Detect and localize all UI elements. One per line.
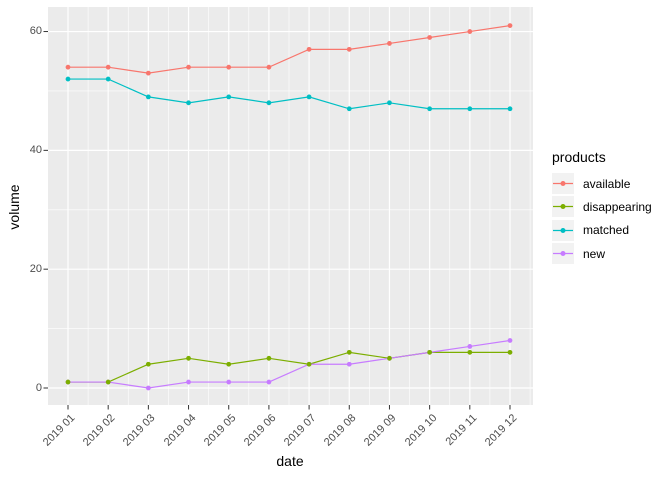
point-matched bbox=[266, 100, 272, 106]
point-disappearing bbox=[346, 349, 352, 355]
point-matched bbox=[306, 94, 312, 100]
point-disappearing bbox=[145, 361, 151, 367]
point-new bbox=[226, 379, 232, 385]
point-disappearing bbox=[186, 355, 191, 361]
y-tick-label: 20 bbox=[29, 262, 42, 275]
point-disappearing bbox=[427, 349, 433, 355]
y-axis-title: volume bbox=[6, 184, 22, 230]
y-tick-label: 0 bbox=[35, 381, 42, 394]
point-matched bbox=[427, 106, 433, 112]
line-available bbox=[68, 25, 511, 74]
point-available bbox=[145, 70, 151, 76]
point-available bbox=[65, 64, 71, 70]
point-new bbox=[507, 338, 513, 343]
point-matched bbox=[145, 94, 151, 100]
legend-label: available bbox=[583, 176, 631, 191]
point-available bbox=[306, 46, 312, 52]
point-available bbox=[266, 64, 272, 70]
point-available bbox=[427, 35, 433, 40]
legend-key-icon bbox=[552, 219, 574, 241]
legend-label: matched bbox=[583, 223, 630, 238]
point-available bbox=[507, 23, 513, 28]
plot-panel bbox=[48, 7, 533, 405]
legend-label: new bbox=[583, 246, 606, 261]
point-matched bbox=[186, 100, 191, 106]
point-matched bbox=[65, 76, 71, 82]
point-available bbox=[467, 29, 473, 34]
point-disappearing bbox=[266, 355, 272, 361]
point-new bbox=[467, 344, 473, 349]
point-available bbox=[186, 64, 191, 70]
line-matched bbox=[68, 78, 510, 110]
point-available bbox=[226, 64, 232, 70]
legend: products available disappearing matched new bbox=[552, 149, 670, 265]
point-available bbox=[105, 64, 111, 70]
legend-items: available disappearing matched new bbox=[552, 172, 670, 265]
point-new bbox=[266, 379, 272, 385]
point-disappearing bbox=[507, 349, 513, 355]
x-axis-title: date bbox=[276, 453, 304, 469]
line-new bbox=[68, 339, 511, 389]
point-matched bbox=[467, 106, 473, 112]
legend-item-disappearing: disappearing bbox=[552, 195, 670, 218]
point-disappearing bbox=[306, 361, 312, 367]
point-disappearing bbox=[226, 361, 232, 367]
point-matched bbox=[226, 94, 232, 100]
legend-key-icon bbox=[552, 196, 574, 218]
legend-label: disappearing bbox=[583, 199, 652, 214]
line-disappearing bbox=[68, 351, 510, 383]
point-disappearing bbox=[467, 349, 473, 355]
point-new bbox=[145, 385, 151, 391]
point-available bbox=[387, 41, 392, 46]
point-disappearing bbox=[105, 379, 111, 385]
point-matched bbox=[507, 106, 513, 112]
legend-key-icon bbox=[552, 243, 574, 265]
point-new bbox=[186, 379, 191, 385]
legend-key-icon bbox=[552, 173, 574, 195]
point-matched bbox=[105, 76, 111, 82]
point-disappearing bbox=[387, 355, 392, 361]
point-matched bbox=[387, 100, 392, 106]
point-disappearing bbox=[65, 379, 71, 385]
y-tick-label: 60 bbox=[29, 25, 42, 38]
point-new bbox=[346, 361, 352, 367]
y-tick-label: 40 bbox=[29, 143, 42, 156]
legend-item-available: available bbox=[552, 172, 670, 195]
legend-item-matched: matched bbox=[552, 219, 670, 242]
legend-item-new: new bbox=[552, 242, 670, 265]
point-available bbox=[346, 46, 352, 52]
point-matched bbox=[346, 106, 352, 112]
legend-title: products bbox=[552, 149, 606, 165]
